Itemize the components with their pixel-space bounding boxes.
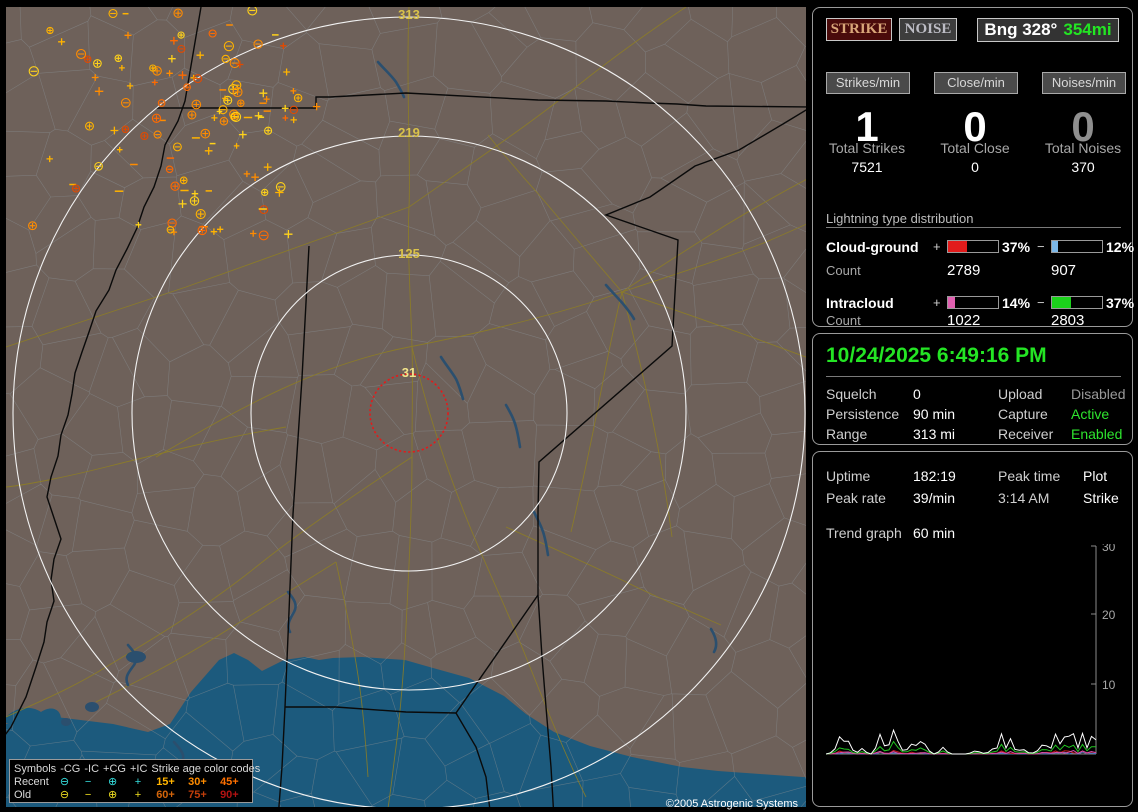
svg-text:313: 313	[398, 7, 420, 22]
svg-text:40: 40	[909, 757, 923, 759]
svg-text:31: 31	[402, 365, 416, 380]
svg-text:20: 20	[993, 757, 1007, 759]
svg-text:30: 30	[1102, 544, 1116, 554]
svg-text:60: 60	[826, 757, 840, 759]
svg-text:219: 219	[398, 125, 420, 140]
svg-text:125: 125	[398, 246, 420, 261]
svg-text:10: 10	[1035, 757, 1049, 759]
svg-text:10: 10	[1102, 678, 1116, 692]
svg-text:30: 30	[951, 757, 965, 759]
svg-text:20: 20	[1102, 608, 1116, 622]
svg-text:0: 0	[1074, 757, 1081, 759]
svg-text:min: min	[1088, 757, 1107, 759]
svg-text:50: 50	[867, 757, 881, 759]
